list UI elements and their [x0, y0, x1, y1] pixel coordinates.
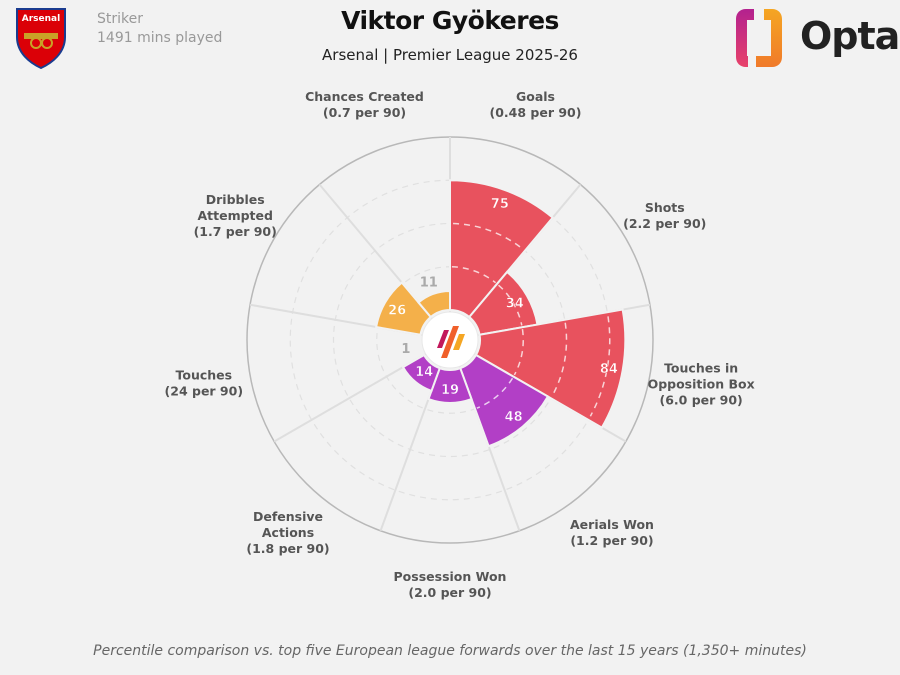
value-label: 84	[600, 362, 618, 377]
svg-text:Arsenal: Arsenal	[22, 14, 60, 24]
category-label: Attempted	[197, 208, 272, 223]
wedge-gridline	[453, 222, 523, 250]
chart-subtitle: Arsenal | Premier League 2025-26	[322, 46, 578, 64]
wedge-gridline	[476, 377, 514, 409]
wedge-chances-created	[417, 289, 451, 319]
value-label: 14	[415, 365, 433, 380]
category-label: Opposition Box	[648, 376, 755, 391]
wedge-dribbles-attempted	[375, 281, 433, 336]
category-label: (1.2 per 90)	[570, 533, 653, 548]
wedge-goals	[449, 179, 555, 319]
category-label: (24 per 90)	[165, 383, 244, 398]
opta-wordmark: Opta	[800, 14, 900, 58]
arsenal-crest-icon: Arsenal	[16, 8, 66, 69]
wedge-gridline	[451, 266, 497, 284]
value-label: 48	[505, 410, 523, 425]
chart-title: Viktor Gyökeres	[341, 6, 559, 35]
category-label: (1.8 per 90)	[246, 541, 329, 556]
value-label: 75	[491, 197, 509, 212]
wedge-touches-in-opposition-box	[474, 308, 627, 430]
value-label: 1	[401, 342, 410, 357]
player-position: Striker	[97, 11, 143, 27]
center-logo-icon	[437, 330, 449, 348]
category-label: Chances Created	[305, 89, 424, 104]
center-logo-icon	[453, 334, 465, 350]
wedge-defensive-actions	[401, 353, 442, 393]
value-label: 19	[441, 383, 459, 398]
category-label: Touches in	[664, 360, 738, 375]
wedge-aerials-won	[458, 353, 550, 448]
value-label: 26	[388, 304, 406, 319]
wedge-possession-won	[427, 366, 473, 404]
wedge-gridline	[551, 322, 568, 396]
category-label: (0.7 per 90)	[323, 105, 406, 120]
category-label: (2.2 per 90)	[623, 216, 706, 231]
category-label: (0.48 per 90)	[490, 105, 582, 120]
minutes-played: 1491 mins played	[97, 30, 223, 46]
category-label: Dribbles	[206, 192, 265, 207]
wedge-shots	[467, 270, 539, 336]
footnote: Percentile comparison vs. top five Europ…	[93, 643, 807, 659]
wedge-gridline	[589, 316, 611, 417]
category-label: (2.0 per 90)	[408, 585, 491, 600]
player-info: Striker 1491 mins played	[97, 10, 222, 48]
category-label: Possession Won	[394, 569, 507, 584]
category-label: Defensive	[253, 509, 323, 524]
category-label: Aerials Won	[570, 517, 654, 532]
category-label: Actions	[262, 525, 314, 540]
category-label: Goals	[516, 89, 555, 104]
category-label: Touches	[176, 367, 233, 382]
wedge-gridline	[498, 284, 523, 326]
value-label: 34	[506, 297, 524, 312]
center-logo-icon	[441, 326, 459, 358]
category-label: Shots	[645, 200, 685, 215]
wedge-gridline	[513, 329, 524, 376]
value-label: 11	[420, 276, 438, 291]
opta-logo-icon	[736, 9, 782, 67]
category-label: (6.0 per 90)	[659, 392, 742, 407]
category-label: (1.7 per 90)	[194, 224, 277, 239]
